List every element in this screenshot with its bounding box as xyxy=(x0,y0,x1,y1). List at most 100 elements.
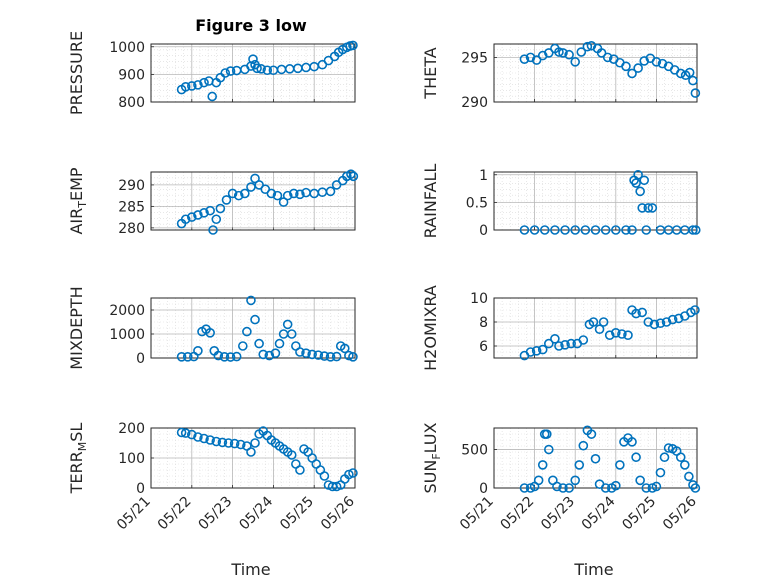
data-point xyxy=(627,68,637,79)
data-point xyxy=(570,475,581,486)
data-point xyxy=(560,339,570,350)
data-point xyxy=(250,438,260,448)
y-axis-label: AIRTEMP xyxy=(67,167,89,234)
data-point xyxy=(301,62,311,73)
data-point xyxy=(604,330,615,341)
data-point xyxy=(286,329,297,339)
data-point xyxy=(615,460,625,470)
data-point xyxy=(631,452,641,463)
data-point xyxy=(663,443,674,453)
axes-box xyxy=(493,427,698,489)
data-point xyxy=(193,432,203,442)
data-point xyxy=(659,452,670,463)
data-point xyxy=(276,64,287,75)
data-point xyxy=(667,314,678,325)
axes-box xyxy=(150,297,356,359)
y-tick-label: 290 xyxy=(118,178,145,194)
data-point xyxy=(627,225,637,235)
data-point xyxy=(643,203,654,213)
y-axis-label: TERRMSL xyxy=(67,423,89,495)
data-point xyxy=(215,203,226,214)
data-point xyxy=(301,348,311,359)
data-point xyxy=(225,66,236,76)
data-point xyxy=(182,351,193,362)
data-point xyxy=(690,225,701,235)
y-axis-label: PRESSURE xyxy=(67,31,86,115)
data-point xyxy=(566,338,576,349)
data-point xyxy=(537,344,548,355)
x-tick-label: 05/21 xyxy=(457,494,497,534)
y-tick-label: 900 xyxy=(118,67,145,83)
subplot-mixdepth: 0 1000 2000 MIXDEPTH xyxy=(67,286,358,370)
data-point xyxy=(627,437,637,447)
data-point xyxy=(193,80,203,90)
data-point xyxy=(661,317,672,327)
data-point xyxy=(594,324,605,335)
data-point xyxy=(580,225,591,235)
data-point xyxy=(673,313,684,324)
axes-box xyxy=(493,171,698,231)
x-tick-label: 05/26 xyxy=(660,493,700,533)
data-point xyxy=(550,225,560,235)
y-axis-label: THETA xyxy=(421,47,440,99)
data-point xyxy=(207,91,217,102)
data-point xyxy=(180,82,191,92)
data-point xyxy=(180,214,191,225)
data-point xyxy=(690,88,701,98)
data-point xyxy=(637,203,647,213)
y-tick-label: 290 xyxy=(461,95,488,111)
data-point xyxy=(272,190,283,201)
data-point xyxy=(231,351,242,362)
axes-box xyxy=(150,427,356,489)
data-point xyxy=(252,63,262,74)
data-point xyxy=(541,429,552,439)
data-point xyxy=(348,40,358,51)
data-point xyxy=(274,338,285,349)
data-point xyxy=(531,345,542,356)
x-axis-label-right: Time xyxy=(573,560,613,579)
data-point xyxy=(176,427,187,438)
data-point xyxy=(621,61,631,72)
subplot-rainfall: 0 0.5 1 RAINFALL xyxy=(421,164,701,239)
data-point xyxy=(220,68,231,78)
data-point xyxy=(588,317,599,327)
data-point xyxy=(238,341,248,351)
data-point xyxy=(651,481,662,492)
subplot-sun-flux: 0 500 05/21 05/22 05/23 05/24 05/25 05/26 SUNFLU… xyxy=(421,422,701,534)
data-point xyxy=(610,480,621,491)
data-point xyxy=(639,175,650,186)
data-point xyxy=(690,305,700,315)
data-point xyxy=(544,338,554,349)
data-point xyxy=(199,208,209,218)
data-point xyxy=(578,440,589,451)
data-point xyxy=(688,225,698,235)
y-tick-label: 10 xyxy=(470,291,488,307)
data-point xyxy=(199,433,209,444)
x-tick-label: 05/26 xyxy=(318,493,358,533)
data-point xyxy=(623,330,633,341)
data-point xyxy=(649,319,660,330)
data-point xyxy=(519,225,530,235)
y-tick-label: 295 xyxy=(461,50,488,66)
data-point xyxy=(590,453,601,464)
data-point xyxy=(282,319,293,330)
data-point xyxy=(651,57,662,67)
data-point xyxy=(550,333,560,344)
data-point xyxy=(221,195,232,205)
data-point xyxy=(233,190,244,201)
data-point xyxy=(602,52,613,63)
data-point xyxy=(647,203,658,213)
data-point xyxy=(325,186,336,197)
data-point xyxy=(313,350,324,360)
data-point xyxy=(295,347,305,357)
data-point xyxy=(223,438,234,448)
data-point xyxy=(684,471,694,482)
y-tick-label: 1000 xyxy=(109,40,145,56)
y-tick-label: 8 xyxy=(479,315,488,331)
y-tick-label: 1 xyxy=(479,168,488,184)
x-tick-label: 05/25 xyxy=(277,494,317,534)
data-point xyxy=(211,436,222,447)
axes-box xyxy=(150,171,356,231)
data-point xyxy=(570,57,581,67)
data-point xyxy=(246,447,256,457)
